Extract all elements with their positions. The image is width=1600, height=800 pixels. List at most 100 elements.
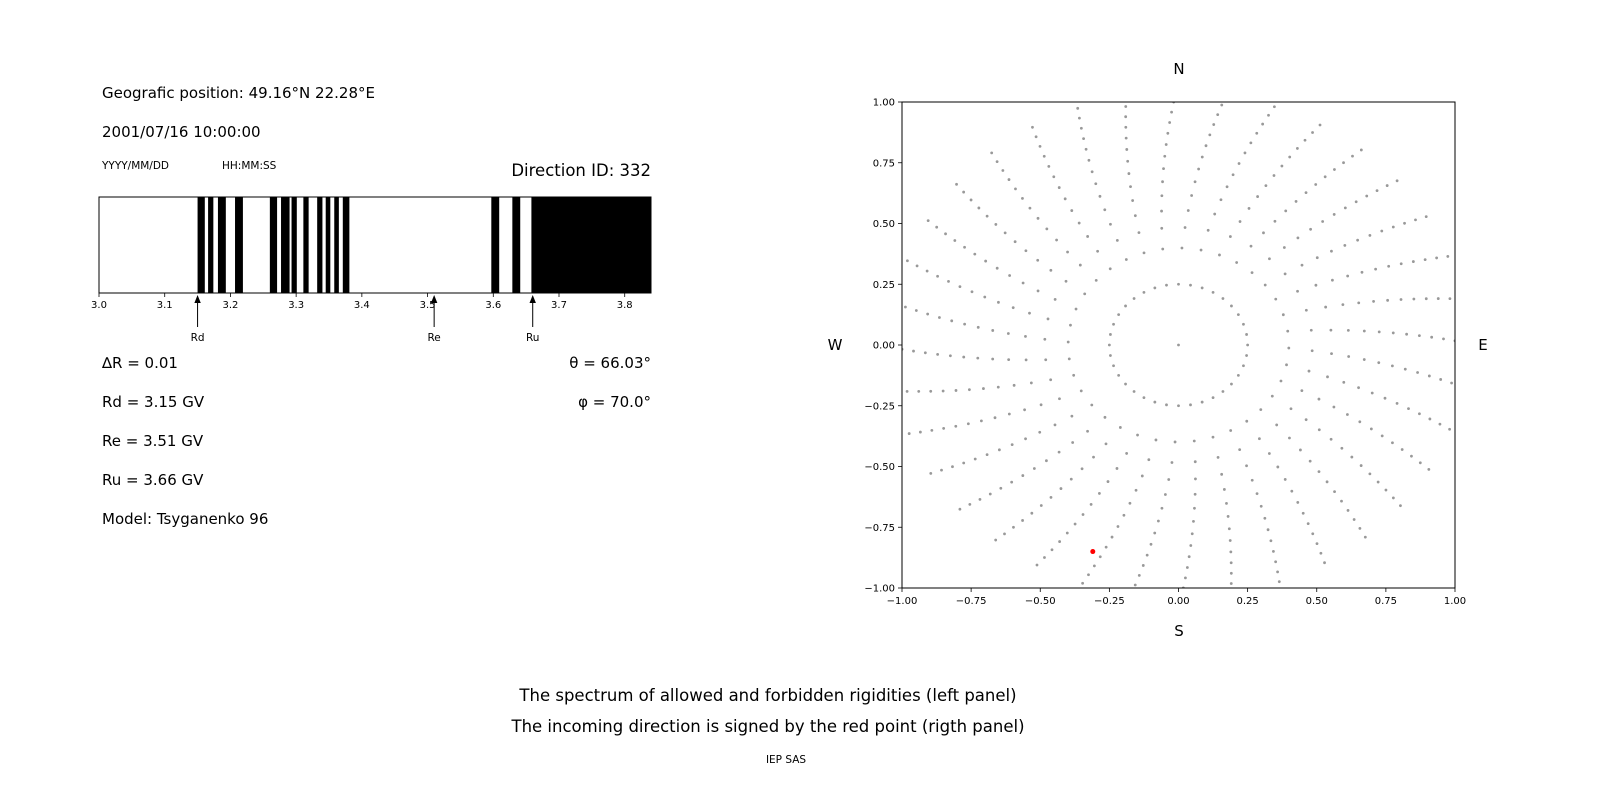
direction-dot bbox=[1263, 283, 1267, 287]
direction-dot bbox=[1303, 138, 1307, 142]
direction-dot bbox=[985, 214, 989, 218]
direction-dot bbox=[1043, 337, 1047, 341]
direction-dot bbox=[926, 312, 930, 316]
compass-north-label: N bbox=[1173, 60, 1185, 78]
direction-dot bbox=[1124, 136, 1128, 140]
direction-dot bbox=[1362, 329, 1366, 333]
direction-dot bbox=[963, 322, 967, 326]
direction-dot bbox=[1036, 258, 1040, 262]
direction-dot bbox=[1266, 528, 1270, 532]
direction-dot bbox=[1352, 518, 1356, 521]
direction-dot bbox=[1070, 414, 1074, 418]
direction-dot bbox=[1272, 105, 1276, 109]
direction-dot bbox=[1374, 267, 1378, 271]
datetime-text: 2001/07/16 10:00:00 bbox=[102, 123, 261, 141]
spectrum-x-tick-label: 3.1 bbox=[157, 300, 173, 311]
direction-dot bbox=[1161, 247, 1165, 251]
direction-dot bbox=[954, 389, 958, 392]
direction-dot bbox=[1108, 267, 1112, 271]
direction-dot bbox=[1094, 278, 1098, 282]
direction-dot bbox=[1306, 522, 1310, 526]
direction-dot bbox=[1053, 423, 1057, 427]
direction-dot bbox=[944, 232, 947, 236]
direction-dot bbox=[918, 430, 922, 434]
direction-dot bbox=[1211, 396, 1215, 400]
direction-dot bbox=[1186, 209, 1190, 212]
direction-dot bbox=[1131, 199, 1135, 202]
direction-dot bbox=[1050, 548, 1054, 552]
direction-dot bbox=[1162, 167, 1165, 171]
direction-dot bbox=[1086, 235, 1090, 238]
direction-dot bbox=[1142, 290, 1146, 294]
direction-dot bbox=[1021, 474, 1025, 477]
direction-dot bbox=[1192, 519, 1195, 523]
allowed-band bbox=[281, 197, 290, 293]
marker-label: Ru bbox=[526, 332, 539, 344]
direction-dot bbox=[1314, 283, 1318, 287]
direction-dot bbox=[1330, 352, 1333, 355]
direction-dot bbox=[1417, 334, 1421, 338]
direction-dot bbox=[1436, 297, 1440, 300]
direction-dot bbox=[1154, 438, 1158, 442]
direction-dot bbox=[1124, 115, 1128, 119]
direction-dot bbox=[1309, 227, 1312, 231]
direction-dot bbox=[1333, 168, 1336, 171]
direction-dot bbox=[963, 245, 966, 249]
direction-dot bbox=[1220, 103, 1224, 107]
direction-dot bbox=[1008, 274, 1011, 277]
direction-dot bbox=[1189, 283, 1192, 287]
direction-dot bbox=[1185, 566, 1189, 569]
direction-dot bbox=[990, 151, 994, 155]
direction-dot bbox=[1007, 358, 1011, 362]
direction-dot bbox=[917, 390, 921, 393]
direction-dot bbox=[1329, 437, 1333, 441]
direction-dot bbox=[904, 305, 907, 309]
direction-dot bbox=[1280, 164, 1284, 168]
direction-dot bbox=[1200, 155, 1204, 159]
direction-dot bbox=[1180, 246, 1184, 250]
marker-label: Rd bbox=[191, 332, 205, 344]
direction-dot bbox=[1098, 492, 1101, 495]
direction-dot bbox=[1117, 373, 1121, 377]
direction-dot bbox=[1137, 574, 1141, 577]
direction-dot bbox=[936, 352, 940, 356]
direction-dot bbox=[1403, 221, 1406, 225]
direction-dot bbox=[977, 206, 981, 210]
direction-dot bbox=[1074, 307, 1078, 311]
direction-dot bbox=[1281, 313, 1285, 317]
allowed-band bbox=[491, 197, 500, 293]
direction-dot bbox=[1414, 218, 1417, 222]
direction-dot bbox=[1193, 180, 1197, 184]
direction-dot bbox=[1227, 527, 1231, 531]
direction-dot bbox=[1372, 300, 1375, 303]
direction-dot bbox=[1010, 480, 1014, 484]
direction-dot bbox=[1087, 573, 1090, 577]
direction-dot bbox=[973, 252, 977, 256]
direction-dot bbox=[997, 448, 1001, 452]
direction-dot bbox=[1363, 535, 1367, 539]
direction-dot bbox=[1132, 390, 1136, 393]
direction-id-text: Direction ID: 332 bbox=[511, 161, 651, 180]
direction-dot bbox=[1308, 459, 1312, 463]
direction-dot bbox=[1245, 354, 1248, 357]
direction-dot bbox=[1081, 513, 1085, 516]
direction-dot bbox=[1307, 369, 1311, 373]
spectrum-x-tick-label: 3.0 bbox=[91, 300, 107, 311]
re-value: Re = 3.51 GV bbox=[102, 432, 204, 450]
direction-dot bbox=[1160, 506, 1164, 510]
direction-dot bbox=[1319, 551, 1323, 555]
direction-dot bbox=[1395, 402, 1399, 405]
direction-dot bbox=[1245, 464, 1248, 468]
direction-dot bbox=[1079, 126, 1083, 130]
direction-y-tick-label: −0.75 bbox=[864, 523, 895, 534]
direction-dot bbox=[1315, 542, 1319, 546]
direction-dot bbox=[1053, 298, 1057, 301]
direction-dot bbox=[1141, 564, 1145, 567]
direction-dot bbox=[1170, 461, 1174, 464]
direction-dot bbox=[1034, 135, 1038, 139]
allowed-band bbox=[208, 197, 214, 293]
direction-dot bbox=[1399, 262, 1403, 266]
center-dot bbox=[1177, 343, 1180, 347]
direction-dot bbox=[1036, 289, 1040, 293]
direction-dot bbox=[968, 503, 972, 506]
